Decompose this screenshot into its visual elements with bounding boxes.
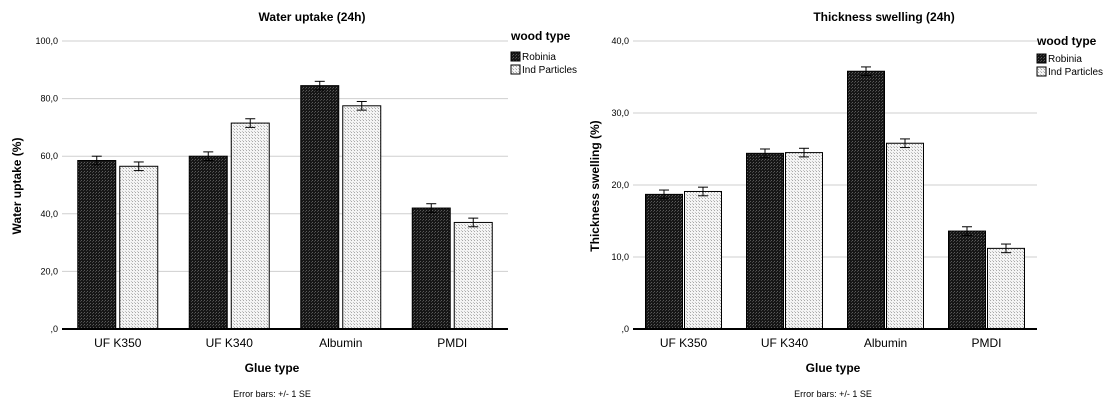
error-bar	[1001, 243, 1011, 254]
error-bar	[245, 118, 256, 128]
bar	[119, 165, 159, 330]
y-tick-label: ,0	[50, 324, 58, 334]
error-bar	[760, 148, 770, 159]
category-label: PMDI	[972, 336, 1002, 350]
chart-title: Water uptake (24h)	[259, 10, 366, 24]
category-label: PMDI	[437, 336, 467, 350]
legend-swatch	[510, 64, 521, 75]
bar	[785, 152, 823, 330]
bar	[987, 247, 1025, 330]
chart-title: Thickness swelling (24h)	[813, 10, 954, 24]
legend-item: Ind Particles	[510, 64, 577, 76]
error-bar-note: Error bars: +/- 1 SE	[794, 389, 872, 399]
legend-label: Ind Particles	[1048, 67, 1103, 78]
bar	[847, 70, 885, 330]
x-axis-title: Glue type	[806, 361, 861, 375]
bar	[300, 85, 340, 330]
category-label: UF K340	[761, 336, 809, 350]
error-bar	[698, 186, 708, 197]
bar	[77, 160, 117, 330]
error-bar	[659, 189, 669, 200]
category-label: Albumin	[864, 336, 907, 350]
y-tick-label: 30,0	[611, 108, 629, 118]
y-tick-label: 10,0	[611, 252, 629, 262]
error-bar	[133, 161, 144, 172]
legend-item: Ind Particles	[1036, 66, 1103, 78]
category-label: UF K350	[94, 336, 142, 350]
legend-title: wood type	[510, 29, 571, 43]
bar	[188, 155, 228, 330]
error-bar-note: Error bars: +/- 1 SE	[233, 389, 311, 399]
bar	[342, 105, 382, 330]
legend-label: Robinia	[522, 52, 556, 63]
bar	[230, 122, 270, 330]
category-label: UF K340	[206, 336, 254, 350]
legend-title: wood type	[1036, 34, 1097, 48]
y-tick-label: 60,0	[40, 151, 58, 161]
bar	[948, 230, 986, 330]
legend-swatch	[1036, 53, 1047, 64]
error-bar	[799, 147, 809, 158]
error-bar	[468, 217, 479, 228]
y-tick-label: ,0	[621, 324, 629, 334]
bar	[746, 152, 784, 330]
legend-label: Ind Particles	[522, 65, 577, 76]
y-tick-label: 80,0	[40, 94, 58, 104]
error-bar	[900, 138, 910, 149]
y-tick-label: 40,0	[40, 209, 58, 219]
error-bar	[962, 226, 972, 236]
legend-swatch	[1036, 66, 1047, 77]
legend-item: Robinia	[1036, 53, 1082, 65]
bar	[886, 142, 924, 330]
legend-swatch	[510, 51, 521, 62]
legend-item: Robinia	[510, 51, 556, 63]
y-tick-label: 20,0	[611, 180, 629, 190]
y-tick-label: 40,0	[611, 36, 629, 46]
category-label: UF K350	[660, 336, 708, 350]
category-label: Albumin	[319, 336, 362, 350]
y-tick-label: 100,0	[35, 36, 58, 46]
bar	[453, 221, 493, 330]
y-axis-title: Water uptake (%)	[10, 138, 24, 235]
error-bar	[861, 66, 871, 77]
water-uptake-chart: Water uptake (24h) Water uptake (%) Glue…	[10, 10, 577, 399]
error-bar	[203, 151, 214, 162]
y-tick-label: 20,0	[40, 266, 58, 276]
y-axis-title: Thickness swelling (%)	[588, 120, 602, 251]
error-bar	[314, 80, 325, 91]
bar	[411, 207, 451, 330]
thickness-swelling-chart: Thickness swelling (24h) Thickness swell…	[588, 10, 1103, 399]
x-axis-title: Glue type	[245, 361, 300, 375]
bar	[645, 193, 683, 330]
legend-label: Robinia	[1048, 54, 1082, 65]
error-bar	[91, 155, 102, 166]
bar	[684, 190, 722, 330]
error-bar	[356, 100, 367, 111]
error-bar	[426, 203, 437, 213]
